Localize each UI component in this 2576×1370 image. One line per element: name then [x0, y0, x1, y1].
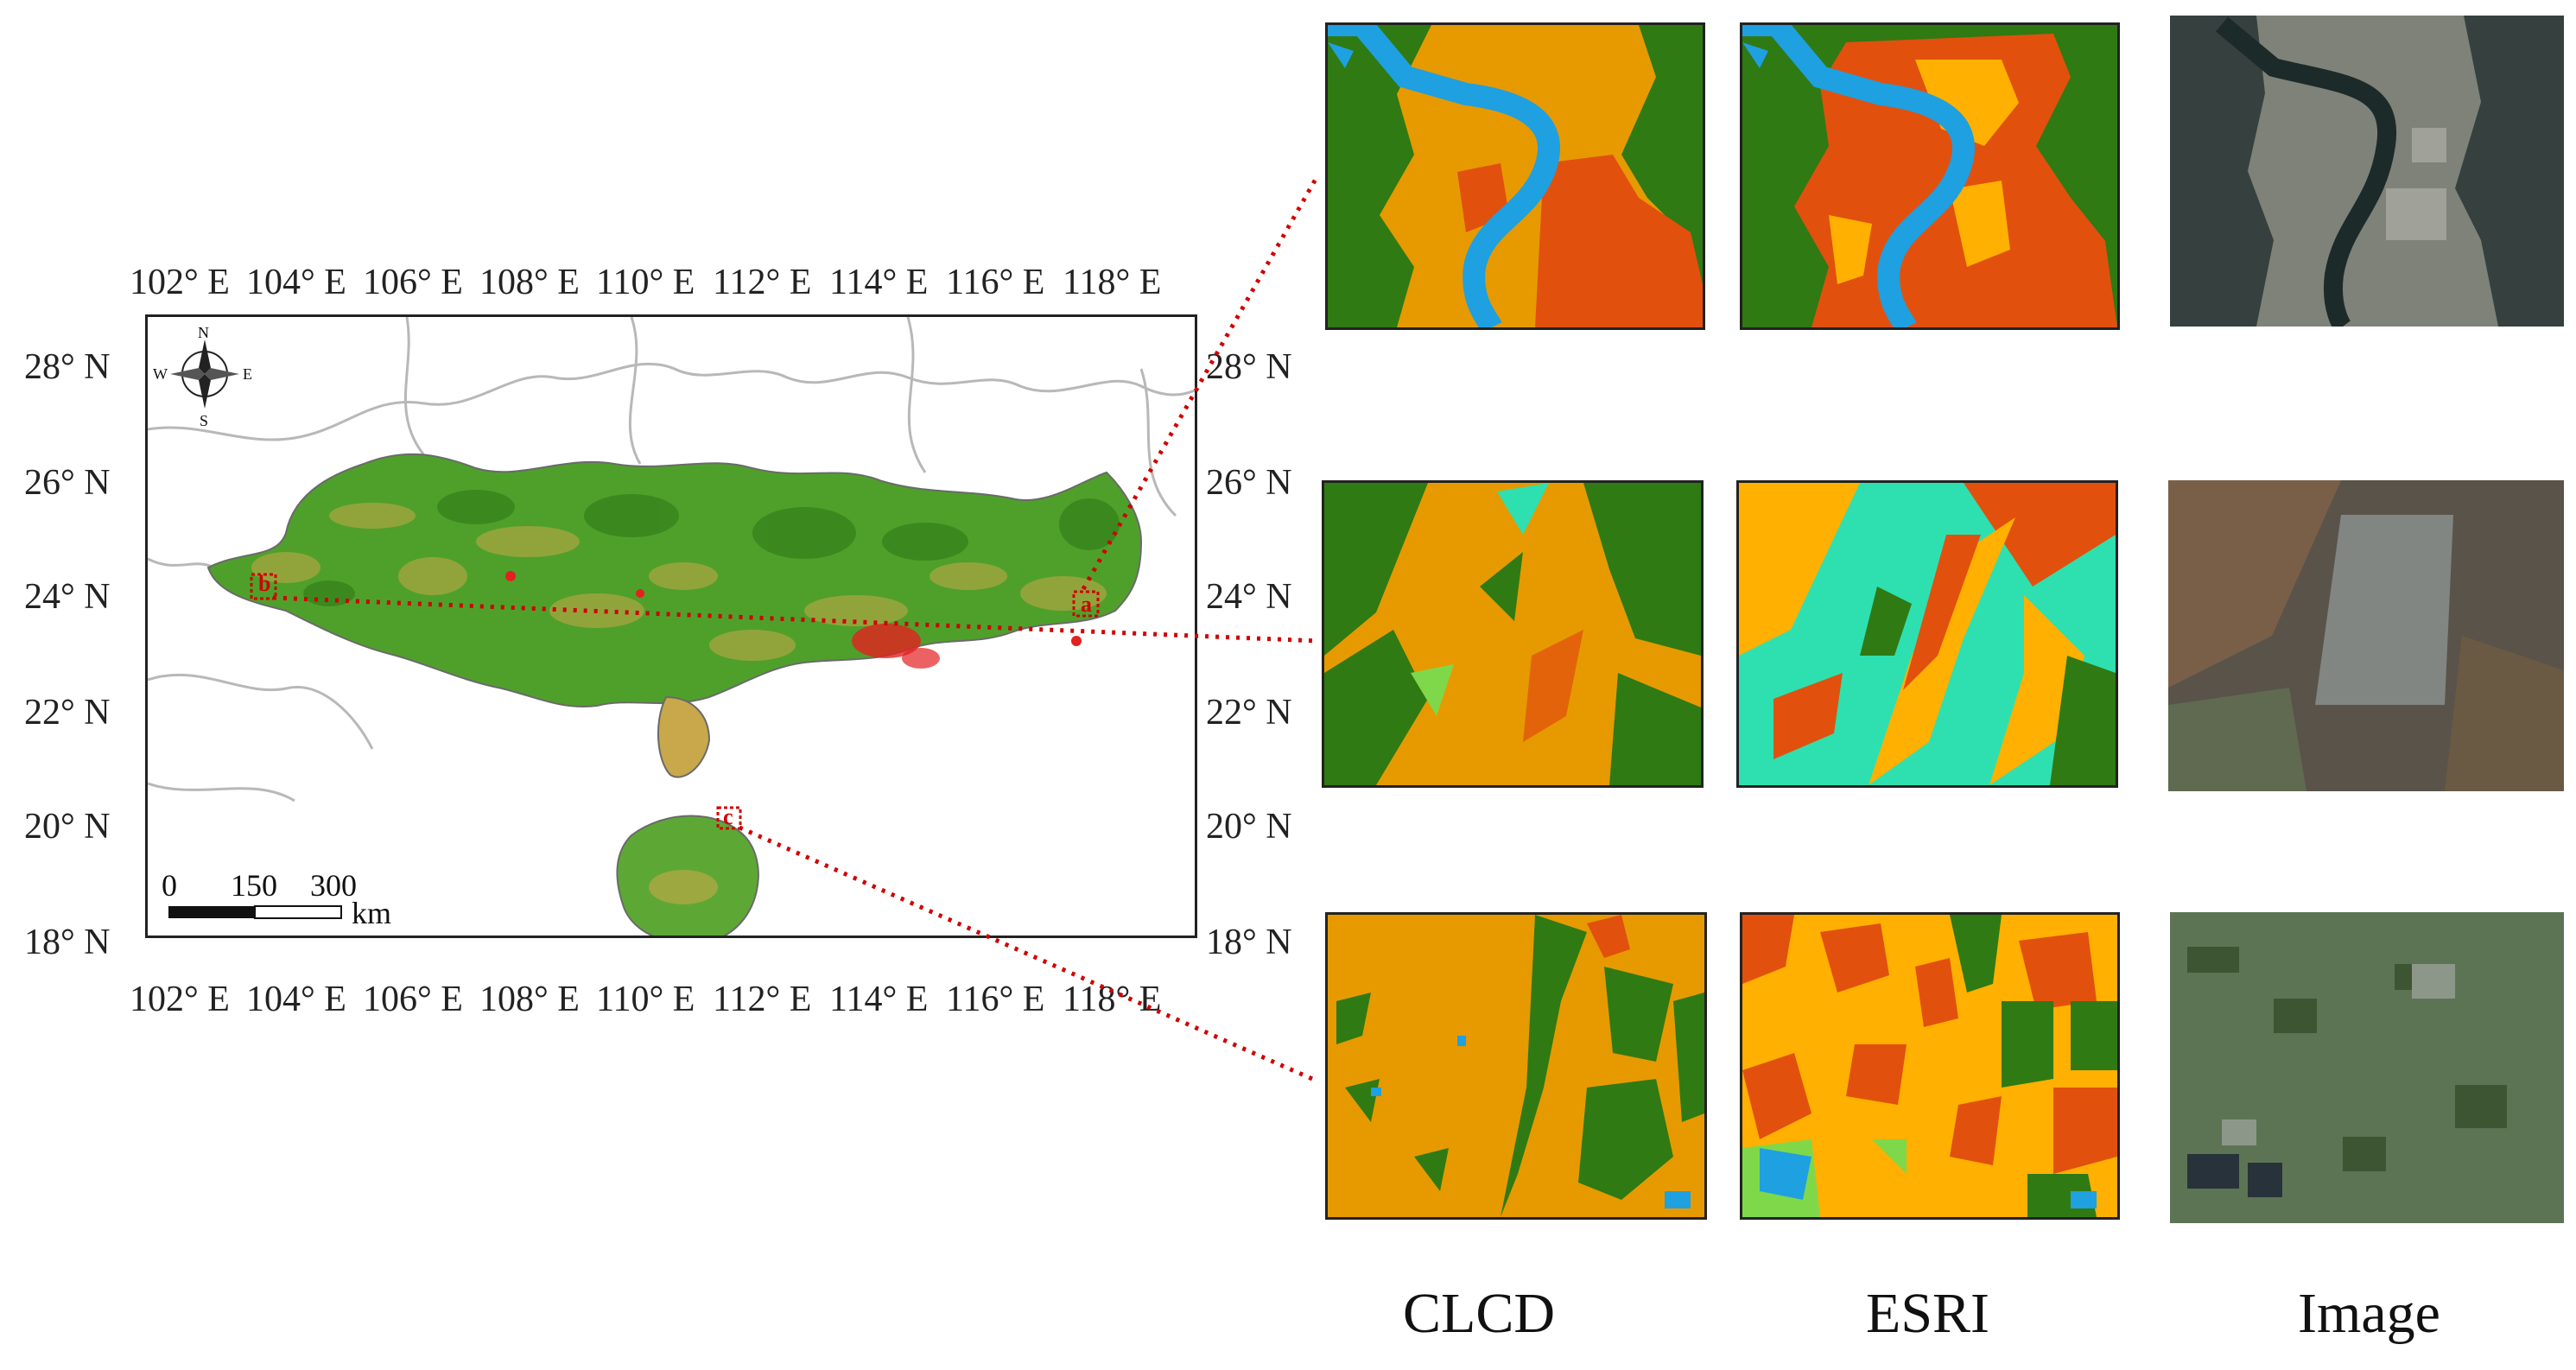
- lat-right-20: 20° N: [1206, 807, 1292, 847]
- lon-top-108: 108° E: [479, 263, 580, 302]
- scale-label-0: 0: [162, 868, 177, 903]
- scale-label-300: 300: [310, 868, 357, 903]
- panel-esri-a-svg: [1742, 25, 2117, 327]
- lat-right-28: 28° N: [1206, 347, 1292, 387]
- urban-area: [505, 571, 1082, 669]
- lon-top-118: 118° E: [1063, 263, 1162, 302]
- scale-bar: [168, 905, 342, 919]
- forest-patches: [303, 490, 1120, 606]
- lat-left-26: 26° N: [24, 463, 111, 503]
- lon-bottom-104: 104° E: [246, 980, 346, 1019]
- site-b-label: b: [258, 571, 271, 596]
- lat-left-28: 28° N: [24, 347, 111, 387]
- panel-esri-a: [1740, 22, 2120, 330]
- lon-top-106: 106° E: [363, 263, 463, 302]
- compass-e: E: [243, 365, 252, 383]
- panel-image-b-svg: [2168, 480, 2564, 791]
- lat-right-26: 26° N: [1206, 463, 1292, 503]
- leizhou-peninsula: [657, 695, 711, 778]
- lat-right-18: 18° N: [1206, 923, 1292, 962]
- lon-bottom-116: 116° E: [946, 980, 1045, 1019]
- lon-bottom-114: 114° E: [829, 980, 929, 1019]
- lat-left-24: 24° N: [24, 577, 111, 617]
- panel-esri-b-svg: [1739, 483, 2116, 785]
- lon-bottom-112: 112° E: [713, 980, 812, 1019]
- panel-clcd-a-svg: [1328, 25, 1703, 327]
- compass-n: N: [198, 324, 209, 341]
- lat-right-24: 24° N: [1206, 577, 1292, 617]
- compass-s: S: [200, 412, 209, 429]
- site-c-label: c: [723, 804, 733, 829]
- panel-esri-c-svg: [1742, 915, 2117, 1217]
- scale-label-150: 150: [231, 868, 277, 903]
- panel-clcd-b: [1322, 480, 1704, 788]
- panel-clcd-c: [1325, 912, 1707, 1220]
- column-title-esri: ESRI: [1866, 1282, 1990, 1345]
- compass-w: W: [153, 365, 168, 383]
- lat-right-22: 22° N: [1206, 693, 1292, 733]
- lat-left-20: 20° N: [24, 807, 111, 847]
- lon-bottom-108: 108° E: [479, 980, 580, 1019]
- callout-line-b: [272, 595, 1319, 644]
- panel-esri-b: [1736, 480, 2118, 788]
- lon-top-104: 104° E: [246, 263, 346, 302]
- panel-clcd-b-svg: [1324, 483, 1701, 785]
- overview-map: N S E W 0 150 300 km a b c: [145, 314, 1197, 938]
- lon-top-102: 102° E: [130, 263, 230, 302]
- panel-clcd-c-svg: [1336, 915, 1704, 1217]
- lon-bottom-102: 102° E: [130, 980, 230, 1019]
- scale-unit: km: [352, 896, 392, 930]
- panel-image-a: [2170, 16, 2564, 327]
- panel-clcd-a: [1325, 22, 1705, 330]
- lon-bottom-106: 106° E: [363, 980, 463, 1019]
- callout-line-a: [1081, 173, 1321, 591]
- panel-image-c: [2170, 912, 2564, 1223]
- panel-image-c-svg: [2170, 912, 2564, 1223]
- lon-bottom-118: 118° E: [1063, 980, 1162, 1019]
- site-a-label: a: [1081, 592, 1092, 617]
- column-title-image: Image: [2298, 1282, 2440, 1345]
- site-b-box: [250, 573, 277, 600]
- lon-bottom-110: 110° E: [596, 980, 695, 1019]
- panel-image-b: [2168, 480, 2564, 791]
- panel-esri-c: [1740, 912, 2120, 1220]
- lon-top-114: 114° E: [829, 263, 929, 302]
- lat-left-18: 18° N: [24, 923, 111, 962]
- panel-image-a-svg: [2170, 16, 2564, 327]
- column-title-clcd: CLCD: [1403, 1282, 1556, 1345]
- overview-map-svg: [148, 317, 1195, 936]
- site-c-box: [716, 806, 742, 830]
- lon-top-110: 110° E: [596, 263, 695, 302]
- lon-top-116: 116° E: [946, 263, 1045, 302]
- compass-icon: [170, 339, 239, 409]
- site-a-box: [1072, 590, 1100, 618]
- callout-line-c: [738, 825, 1320, 1084]
- lat-left-22: 22° N: [24, 693, 111, 733]
- lon-top-112: 112° E: [713, 263, 812, 302]
